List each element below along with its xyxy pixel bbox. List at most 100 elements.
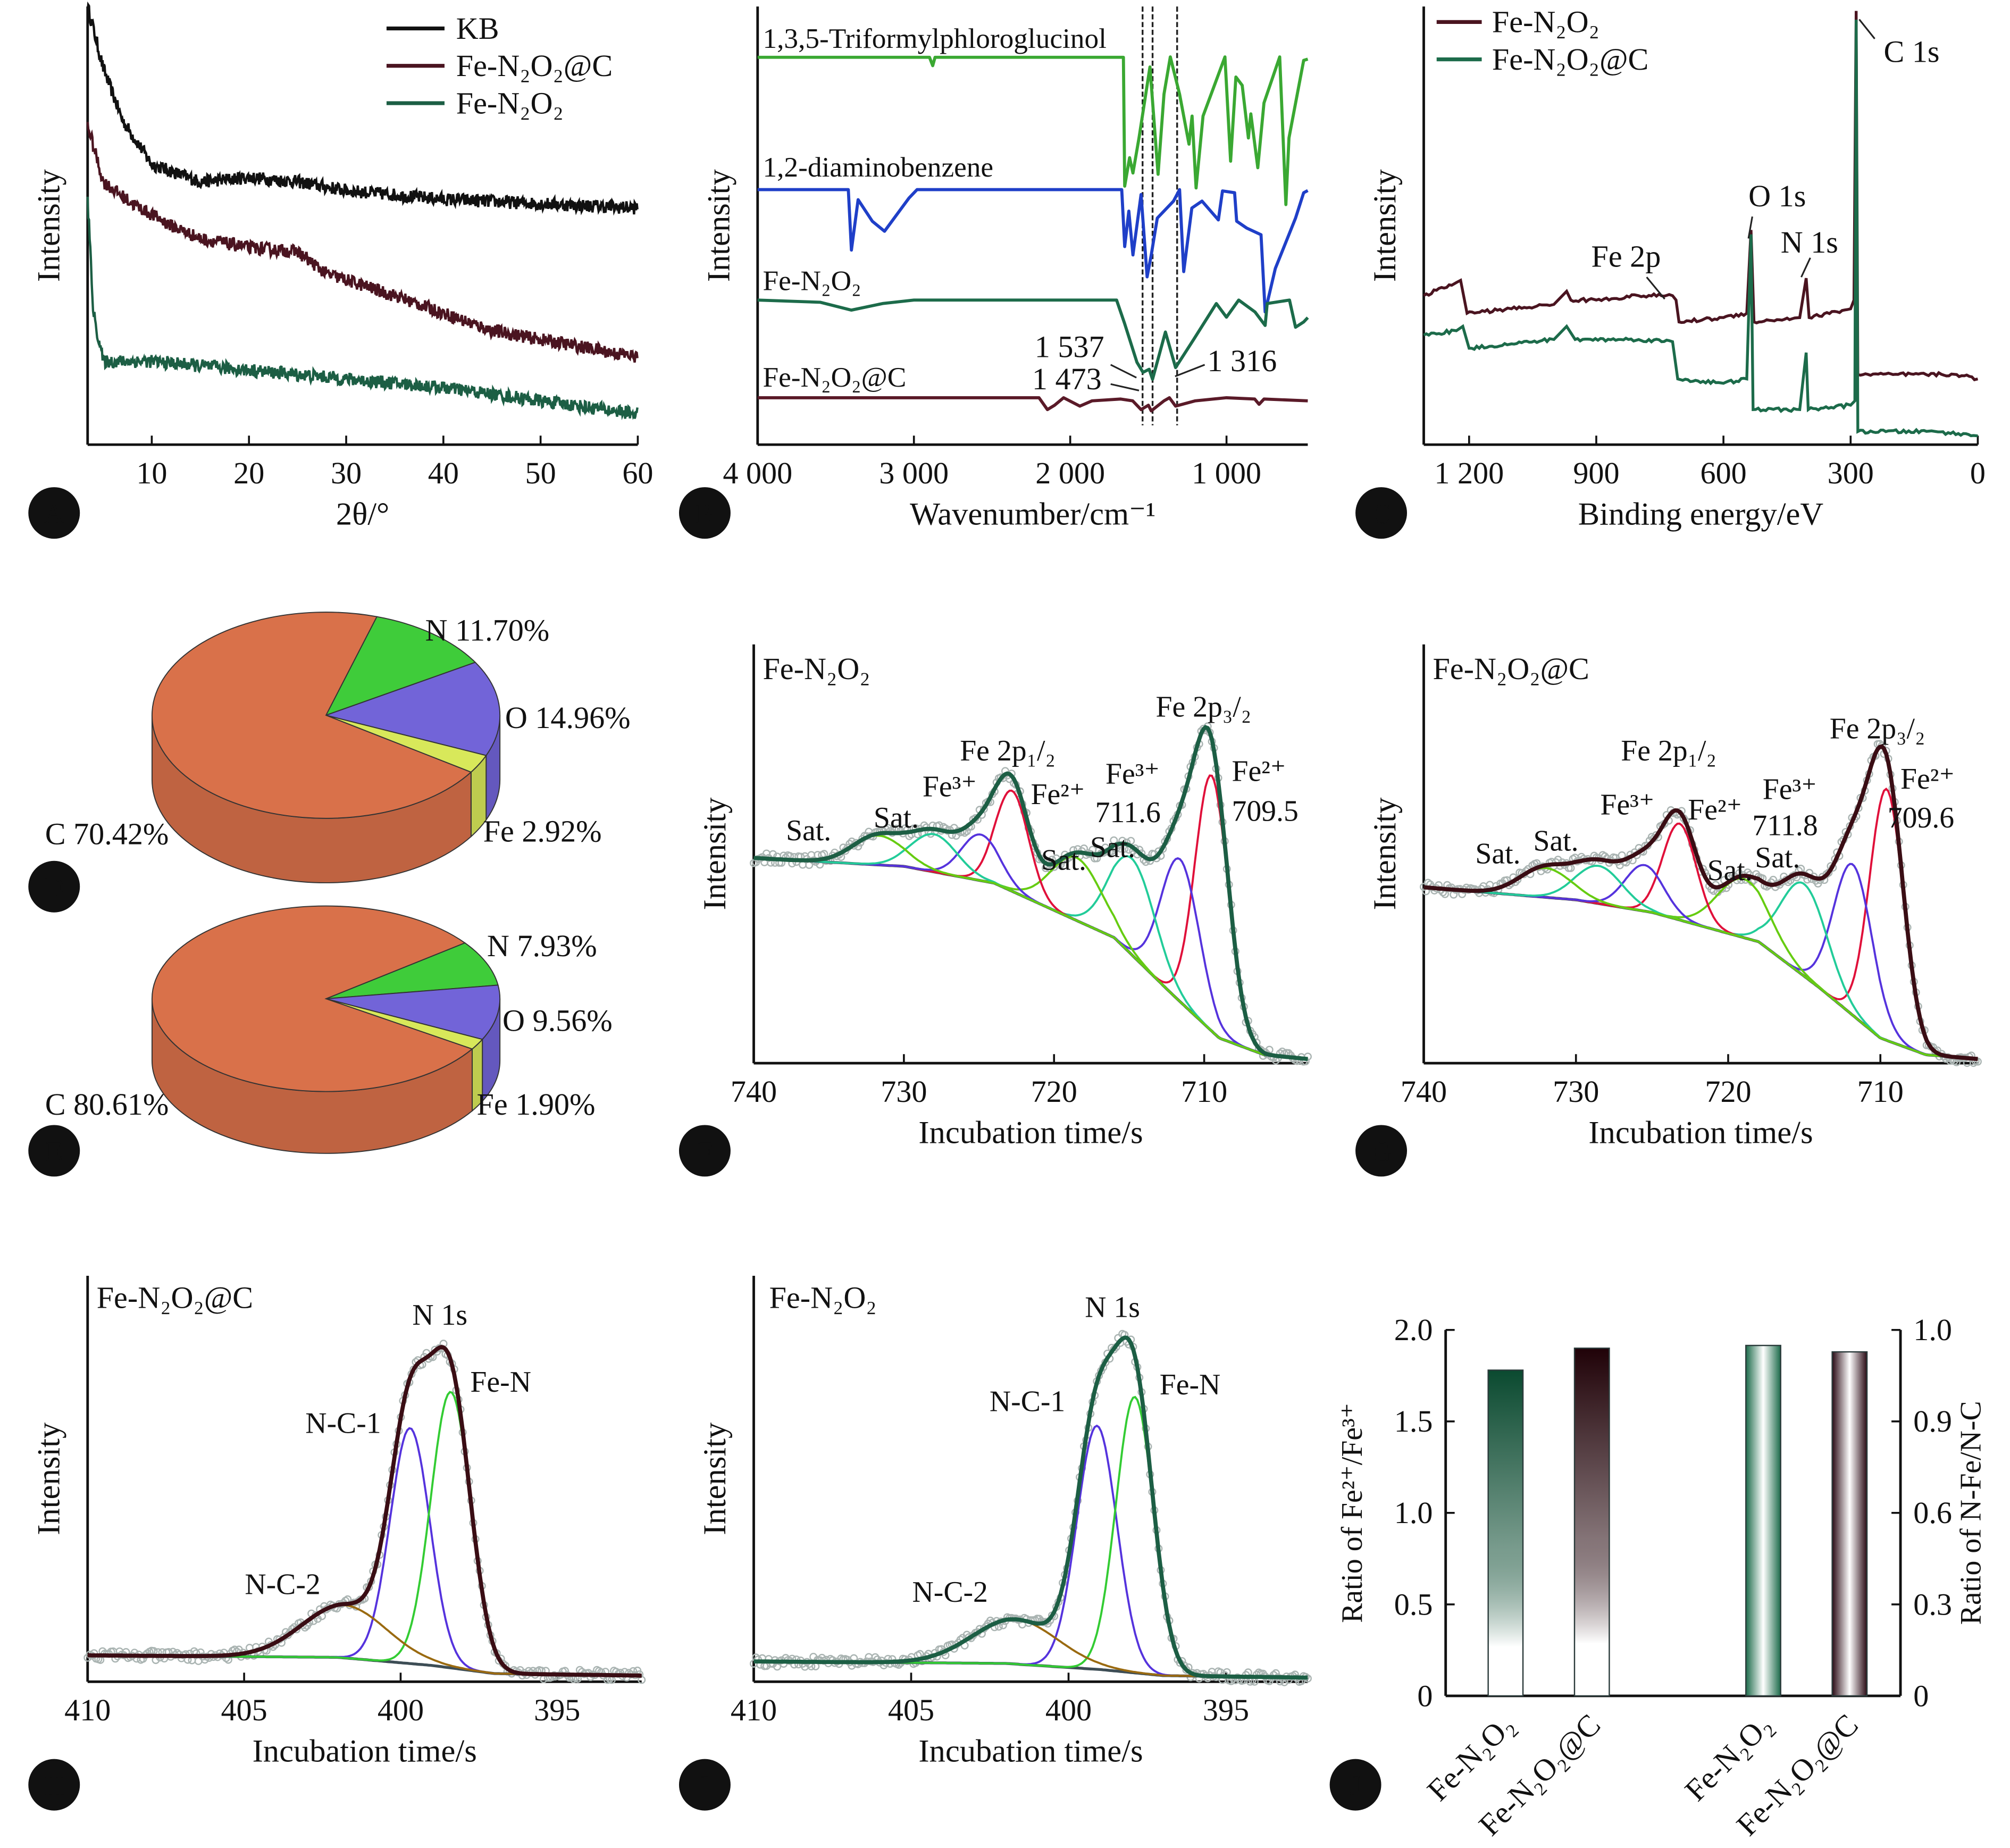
arrow-icon	[1858, 19, 1875, 39]
peak-annotation: Fe-N	[1160, 1368, 1221, 1401]
pie-slice-label: O 9.56%	[502, 1004, 613, 1038]
panel-label-badge	[1355, 1125, 1407, 1177]
series-line	[757, 298, 1309, 381]
peak-annotation: Sat.	[874, 801, 919, 834]
x-tick-label: 20	[233, 456, 264, 490]
peak-annotation: Fe 2p₃/₂	[1156, 690, 1252, 723]
peak-annotation: O 1s	[1748, 179, 1806, 213]
pie-slice-label: Fe 2.92%	[483, 814, 602, 848]
peak-annotation: 1 537	[1035, 329, 1104, 364]
peak-annotation: Sat.	[786, 814, 831, 847]
panel-label-badge	[28, 1759, 80, 1811]
x-tick-label: 10	[136, 456, 167, 490]
legend-label: Fe-N₂O₂	[456, 86, 564, 120]
panel-label-badge	[679, 487, 731, 539]
fit-component-Fe³⁺	[753, 833, 1308, 1060]
x-tick-label: 50	[525, 456, 556, 490]
peak-annotation: Fe 2p₃/₂	[1830, 713, 1925, 746]
peak-annotation: C 1s	[1884, 34, 1940, 69]
legend-label: Fe-N₂O₂@C	[456, 48, 613, 83]
arrow-icon	[1175, 364, 1205, 378]
peak-annotation: 709.6	[1888, 801, 1954, 834]
y-axis-label-right: Ratio of N-Fe/N-C	[1954, 1401, 1987, 1625]
y-tick-label: 2.0	[1394, 1312, 1433, 1347]
x-axis-label: Incubation time/s	[253, 1734, 477, 1769]
peak-annotation: Fe 2p	[1592, 239, 1661, 274]
x-tick-label: 740	[731, 1074, 777, 1109]
x-tick-label: 30	[331, 456, 362, 490]
pie-slice-label: N 11.70%	[425, 613, 550, 647]
envelope-line	[753, 724, 1308, 1061]
x-tick-label: 395	[534, 1693, 580, 1727]
fit-component-Fe-N	[753, 1395, 1308, 1679]
peak-annotation: N-C-1	[305, 1407, 381, 1440]
x-tick-label: 4 000	[723, 456, 792, 490]
pie-slice-label: Fe 1.90%	[477, 1087, 596, 1122]
y-tick-label: 0	[1417, 1678, 1433, 1713]
fit-component-Fe²⁺	[753, 774, 1308, 1060]
pie-slice-O	[325, 984, 501, 1040]
y-tick-label-right: 0.3	[1913, 1587, 1952, 1621]
fit-component-Sat.	[1423, 881, 1978, 1060]
x-tick-label: 395	[1203, 1693, 1249, 1727]
x-axis-label: 2θ/°	[336, 496, 389, 532]
x-tick-label: 0	[1970, 456, 1986, 490]
pie-slice-label: C 80.61%	[45, 1087, 169, 1122]
x-tick-label: 410	[731, 1693, 777, 1727]
panel-label-badge	[1355, 487, 1407, 539]
panel-title: Fe-N₂O₂	[769, 1281, 877, 1315]
panel-title: Fe-N₂O₂@C	[1433, 651, 1589, 686]
x-tick-label: 600	[1701, 456, 1747, 490]
x-tick-label: 900	[1573, 456, 1619, 490]
series-line-KB	[86, 1, 639, 216]
panel-label-badge	[679, 1759, 731, 1811]
peak-annotation: Sat.	[1755, 841, 1800, 874]
peak-annotation: 711.6	[1095, 796, 1161, 829]
panel-label: I	[700, 1770, 710, 1802]
legend-label: Fe-N₂O₂@C	[1492, 42, 1648, 77]
x-tick-label: 710	[1181, 1074, 1227, 1109]
x-axis-label: Binding energy/eV	[1578, 496, 1824, 532]
y-tick-label-right: 0.6	[1913, 1495, 1952, 1530]
x-tick-label: 2 000	[1035, 456, 1105, 490]
y-tick-label: 1.0	[1394, 1495, 1433, 1530]
x-tick-label: 720	[1031, 1074, 1077, 1109]
panel-label-badge	[28, 487, 80, 539]
bar	[1487, 1369, 1524, 1697]
peak-annotation: N 1s	[1085, 1291, 1140, 1324]
panel-label: G	[1371, 1136, 1392, 1167]
envelope-line	[87, 1345, 642, 1678]
peak-annotation: N 1s	[412, 1299, 467, 1332]
x-tick-label: 400	[1045, 1693, 1092, 1727]
panel-label-badge	[28, 860, 80, 913]
panel-c-xps-survey: 1 200 900 600 300 0 Binding energy/eV Intensit…	[1355, 5, 1986, 539]
fit-component-Sat.	[753, 834, 1308, 1060]
panel-b-ftir: 4 000 3 000 2 000 1 000 Wavenumber/cm⁻¹ Inten…	[679, 6, 1309, 539]
peak-annotation: 1 473	[1032, 362, 1102, 396]
series-label: Fe-N₂O₂@C	[763, 362, 906, 393]
x-tick-label: 710	[1857, 1074, 1904, 1109]
series-line-Fe-N₂O₂	[86, 196, 639, 421]
peak-annotation: Fe²⁺	[1900, 763, 1955, 796]
peak-annotation: 709.5	[1232, 795, 1298, 828]
panel-label: F	[697, 1136, 713, 1167]
arrow-icon	[1747, 216, 1753, 239]
baseline-line	[1423, 885, 1978, 1061]
y-tick-label-right: 0.9	[1913, 1404, 1952, 1439]
x-tick-label: 1 200	[1434, 456, 1504, 490]
y-axis-label: Intensity	[697, 1422, 733, 1535]
peak-annotation: N-C-2	[245, 1568, 320, 1601]
series-line	[1422, 11, 1979, 381]
panel-label: B	[696, 498, 715, 530]
peak-annotation: Sat.	[1041, 844, 1086, 877]
peak-annotation: N-C-2	[912, 1576, 988, 1609]
peak-annotation: Fe³⁺	[1763, 773, 1817, 806]
y-tick-label-right: 1.0	[1913, 1312, 1952, 1347]
legend-label: Fe-N₂O₂	[1492, 5, 1599, 39]
panel-label: D	[44, 872, 65, 904]
peak-annotation: Fe²⁺	[1031, 778, 1085, 811]
peak-annotation: Fe²⁺	[1688, 793, 1742, 826]
panel-f-xps-fit: 740 730 720 710 Incubation time/s Intensity Fe…	[679, 644, 1312, 1177]
fit-component-N-C-1	[87, 1427, 642, 1677]
y-axis-label: Intensity	[701, 169, 736, 282]
